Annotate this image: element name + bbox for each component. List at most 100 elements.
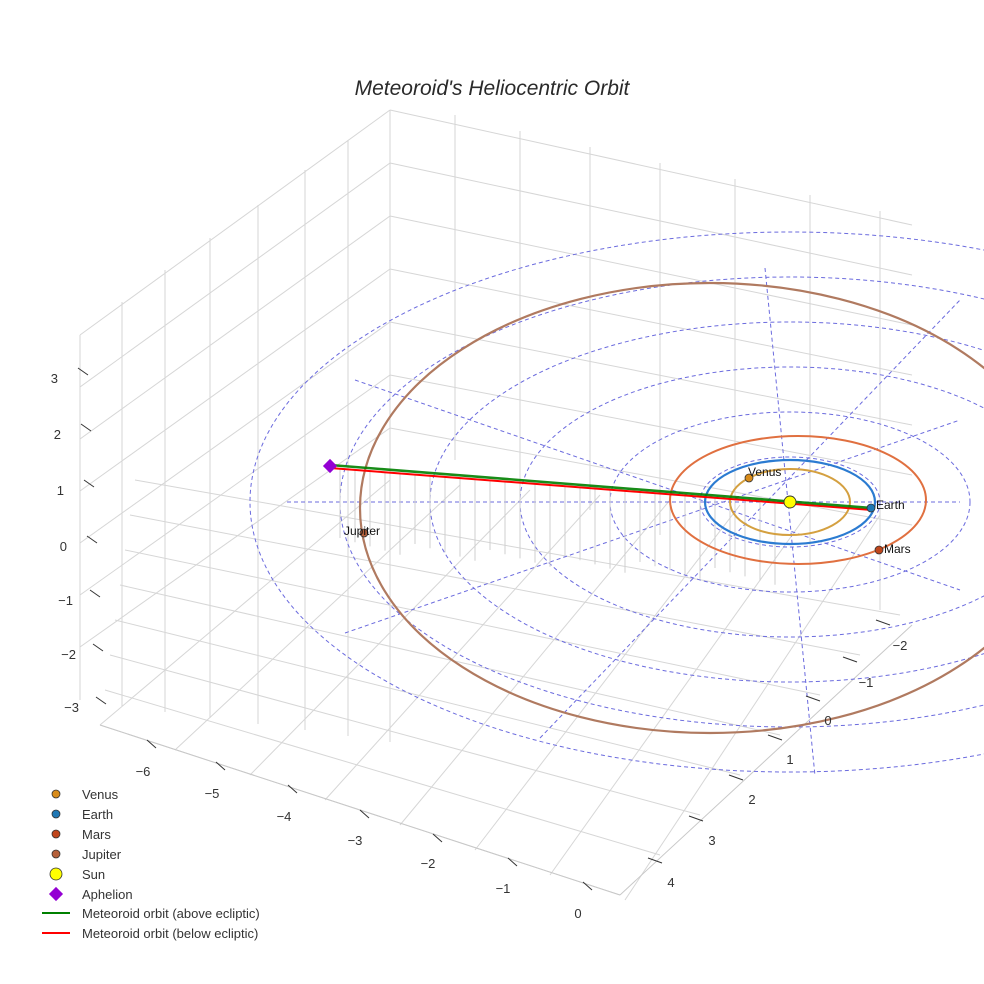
chart-title: Meteoroid's Heliocentric Orbit	[355, 77, 631, 100]
grid-line	[79, 321, 391, 544]
z-tick-label: 3	[51, 371, 58, 386]
x-tick-label: 0	[574, 906, 581, 921]
axis-line	[619, 624, 913, 896]
mars-legend-marker	[51, 829, 61, 839]
y-tick-label: 2	[748, 792, 755, 807]
grid-line	[99, 479, 391, 726]
x-tick-mark	[287, 784, 298, 794]
earth-marker	[866, 503, 876, 513]
legend-label: Meteoroid orbit (below ecliptic)	[82, 926, 258, 941]
legend-label: Sun	[82, 867, 105, 882]
x-axis: −6 −5 −4 −3 −2 −1 0	[136, 764, 582, 921]
y-tick-label: 0	[824, 713, 831, 728]
z-tick-mark	[83, 479, 95, 488]
z-tick-mark	[80, 423, 92, 432]
grid-line	[624, 514, 881, 901]
legend: Venus Earth Mars Jupiter Sun Aphelion Me…	[42, 787, 260, 941]
ecliptic-grid-spoke	[539, 299, 961, 739]
y-axis: −2 −1 0 1 2 3 4	[667, 638, 907, 890]
y-tick-label: −2	[893, 638, 908, 653]
ecliptic-grid-spoke	[344, 419, 961, 634]
x-tick-label: −6	[136, 764, 151, 779]
legend-label: Earth	[82, 807, 113, 822]
x-tick-mark	[507, 857, 518, 867]
grid-line	[79, 268, 391, 492]
grid-line	[389, 215, 913, 326]
mars-orbit	[669, 435, 927, 565]
grid-line	[389, 162, 913, 276]
earth-orbit	[703, 458, 877, 546]
aphelion-marker	[322, 458, 338, 474]
grid-line	[124, 549, 821, 696]
legend-label: Meteoroid orbit (above ecliptic)	[82, 906, 260, 921]
grid-line	[389, 268, 913, 376]
y-tick-label: 1	[786, 752, 793, 767]
x-tick-label: −3	[348, 833, 363, 848]
grid-line	[549, 509, 811, 876]
y-tick-mark	[767, 734, 783, 741]
ecliptic-grid-ring	[249, 231, 984, 773]
legend-item-earth[interactable]: Earth	[51, 807, 113, 822]
ecliptic-grid-spoke	[764, 267, 816, 777]
grid-line	[389, 321, 913, 426]
grid-line	[324, 494, 601, 801]
legend-item-venus[interactable]: Venus	[51, 787, 119, 802]
x-tick-label: −1	[496, 881, 511, 896]
mars-label: Mars	[884, 542, 911, 556]
y-tick-label: 3	[708, 833, 715, 848]
meteoroid-orbit-above	[329, 463, 873, 510]
z-tick-label: 1	[57, 483, 64, 498]
mars-marker	[874, 545, 884, 555]
grid-line	[114, 619, 741, 776]
venus-label: Venus	[748, 465, 781, 479]
legend-label: Jupiter	[82, 847, 122, 862]
legend-item-aphelion[interactable]: Aphelion	[48, 886, 133, 902]
legend-item-sun[interactable]: Sun	[49, 867, 105, 882]
z-tick-mark	[77, 367, 89, 376]
ecliptic-grid-ring	[339, 276, 984, 728]
grid-line	[389, 374, 913, 476]
legend-item-meteoroid-above[interactable]: Meteoroid orbit (above ecliptic)	[42, 906, 260, 921]
legend-item-mars[interactable]: Mars	[51, 827, 111, 842]
y-tick-mark	[688, 815, 704, 822]
grid-line	[109, 654, 701, 816]
y-tick-mark	[728, 774, 744, 781]
legend-item-meteoroid-below[interactable]: Meteoroid orbit (below ecliptic)	[42, 926, 258, 941]
sun-marker	[783, 495, 797, 509]
ecliptic-grid-spoke	[354, 379, 961, 591]
x-tick-label: −5	[205, 786, 220, 801]
grid-line	[389, 427, 913, 526]
z-tick-mark	[92, 643, 104, 652]
x-tick-mark	[215, 761, 226, 771]
z-tick-mark	[89, 589, 101, 598]
grid-line	[104, 689, 661, 856]
grid-line	[79, 162, 391, 388]
y-tick-mark	[842, 656, 858, 663]
z-axis: 3 2 1 0 −1 −2 −3	[51, 371, 79, 715]
legend-label: Venus	[82, 787, 119, 802]
x-tick-mark	[146, 739, 157, 749]
x-tick-mark	[359, 809, 370, 819]
planet-orbits	[359, 281, 984, 735]
y-tick-label: −1	[859, 675, 874, 690]
y-tick-mark	[875, 619, 891, 626]
z-tick-label: −3	[64, 700, 79, 715]
x-tick-label: −4	[277, 809, 292, 824]
grid-line	[134, 479, 901, 616]
meteoroid-orbit	[329, 463, 873, 511]
jupiter-orbit	[359, 281, 984, 735]
z-tick-label: −1	[58, 593, 73, 608]
grid-line	[79, 374, 391, 596]
legend-item-jupiter[interactable]: Jupiter	[51, 847, 122, 862]
jupiter-label: Jupiter	[344, 524, 380, 538]
z-tick-label: 0	[60, 539, 67, 554]
z-tick-label: 2	[54, 427, 61, 442]
aphelion-legend-marker	[48, 886, 64, 902]
meteoroid-orbit-below	[329, 467, 873, 511]
legend-label: Aphelion	[82, 887, 133, 902]
axis-tick-marks	[77, 367, 891, 891]
x-tick-mark	[582, 881, 593, 891]
earth-label: Earth	[876, 498, 905, 512]
grid-line	[79, 109, 391, 336]
